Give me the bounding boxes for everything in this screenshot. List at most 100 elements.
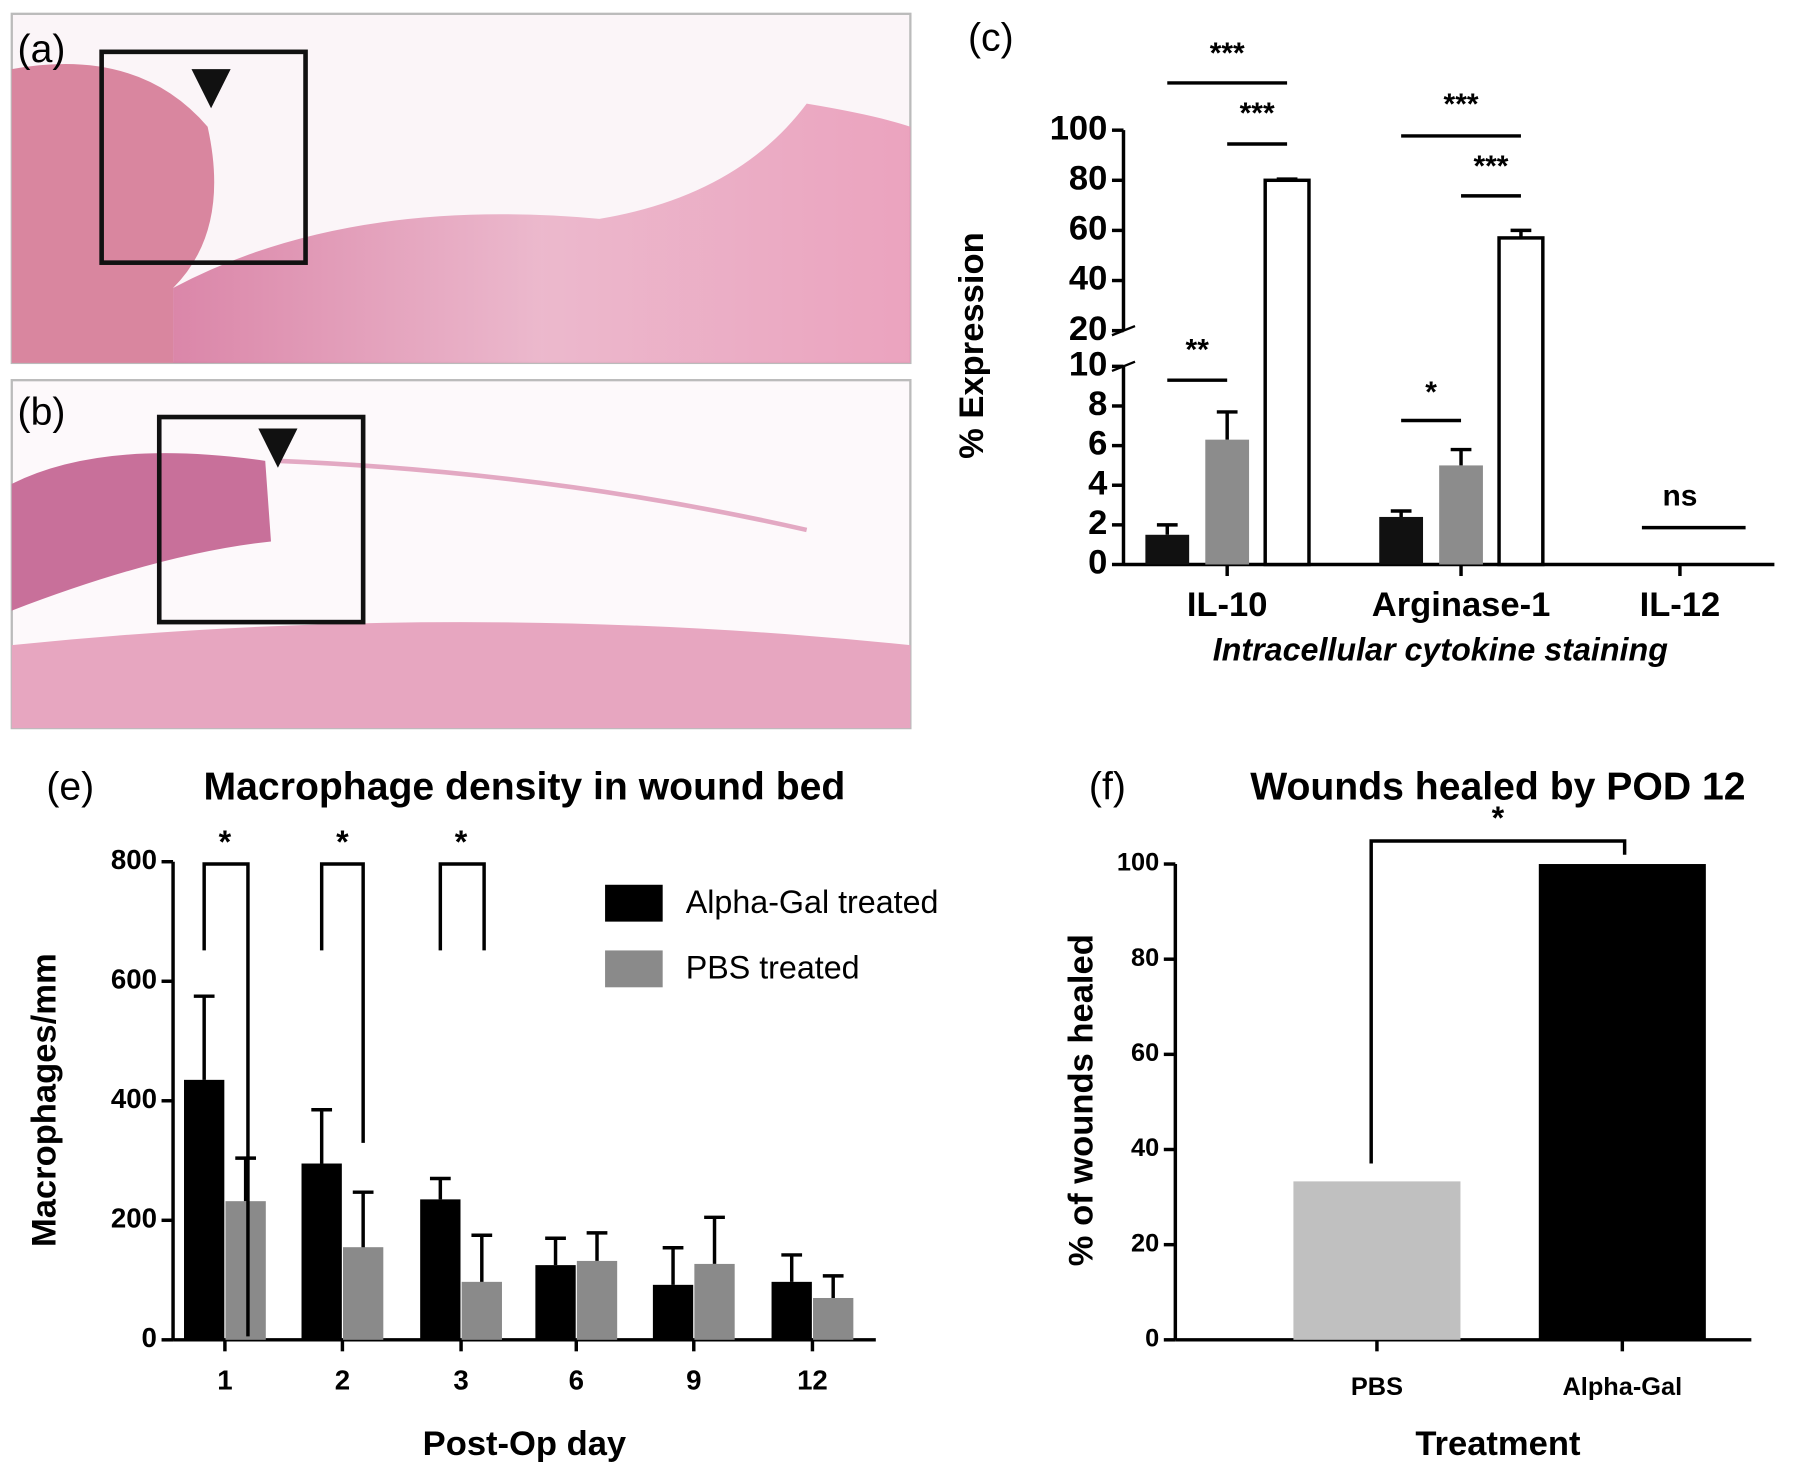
x-tick-label: Arginase-1 [1372, 586, 1551, 624]
y-tick-label: 40 [1069, 260, 1107, 298]
y-tick-label: 10 [1069, 345, 1107, 383]
y-tick-label: 200 [111, 1203, 157, 1234]
bar [461, 1281, 502, 1340]
x-axis-label: Intracellular cytokine staining [1213, 632, 1669, 668]
bar [1538, 864, 1706, 1340]
significance-label: *** [1240, 97, 1275, 130]
bar [1497, 236, 1545, 567]
error-bar [586, 1231, 608, 1261]
error-bar [781, 1253, 803, 1282]
significance-label: * [1492, 800, 1505, 836]
significance-label: * [455, 824, 468, 860]
error-bar [704, 1215, 725, 1264]
x-tick-label: 3 [453, 1365, 468, 1396]
bar [694, 1263, 735, 1340]
image-a: (a) [10, 12, 912, 365]
bar [1145, 534, 1190, 565]
legend-label: Alpha-Gal treated [686, 884, 939, 920]
x-tick-label: 9 [686, 1365, 701, 1396]
y-tick-label: 100 [1117, 849, 1159, 877]
bar [1379, 516, 1424, 565]
significance-bracket [319, 862, 365, 1143]
y-tick-label: 80 [1069, 159, 1107, 197]
significance-label: * [336, 824, 349, 860]
bar [576, 1260, 618, 1340]
y-axis-label: % of wounds healed [1062, 934, 1100, 1266]
x-tick-label: PBS [1351, 1373, 1403, 1401]
error-bar [822, 1274, 844, 1298]
chart-title: Wounds healed by POD 12 [1250, 765, 1745, 808]
error-bar [1216, 410, 1238, 440]
y-axis-label: % Expression [953, 232, 991, 459]
x-tick-label: IL-10 [1187, 586, 1268, 624]
significance-bracket [202, 862, 250, 1337]
error-bar [662, 1246, 684, 1285]
legend-swatch [605, 950, 663, 988]
y-tick-label: 20 [1069, 310, 1107, 348]
error-bar [1450, 447, 1472, 466]
error-bar [1510, 228, 1532, 238]
error-bar [235, 1156, 257, 1202]
bar [1205, 439, 1250, 565]
x-tick-label: 1 [217, 1365, 232, 1396]
y-tick-label: 400 [111, 1083, 157, 1114]
y-tick-label: 0 [142, 1322, 157, 1353]
panel-label: (b) [18, 391, 66, 434]
panel-label: (f) [1089, 765, 1126, 808]
bar [225, 1201, 266, 1340]
y-tick-label: 0 [1088, 544, 1107, 582]
x-tick-label: IL-12 [1640, 586, 1721, 624]
error-bar [429, 1176, 451, 1200]
panel-label: (e) [46, 765, 94, 808]
error-bar [1276, 177, 1298, 181]
x-tick-label: 2 [335, 1365, 350, 1396]
y-tick-label: 40 [1131, 1134, 1159, 1162]
bar [771, 1281, 812, 1340]
y-tick-label: 80 [1131, 944, 1159, 972]
error-bar [545, 1236, 566, 1266]
significance-bracket [1369, 839, 1627, 1164]
error-bar [352, 1190, 374, 1248]
error-bar [471, 1233, 493, 1282]
x-axis-label: Post-Op day [423, 1425, 627, 1463]
bar [1293, 1181, 1461, 1340]
significance-label: *** [1474, 150, 1509, 183]
significance-label: * [219, 824, 232, 860]
panel-label: (c) [968, 17, 1014, 60]
y-axis-label: Macrophages/mm [25, 953, 63, 1247]
bar [535, 1265, 576, 1340]
significance-label: *** [1444, 88, 1479, 121]
significance-label: *** [1210, 37, 1245, 70]
y-tick-label: 100 [1050, 109, 1108, 147]
y-tick-label: 4 [1088, 464, 1108, 502]
image-b: (b) [10, 379, 912, 730]
bar [1439, 465, 1483, 565]
y-tick-label: 0 [1145, 1325, 1159, 1353]
y-tick-label: 20 [1131, 1229, 1159, 1257]
bar [1263, 178, 1311, 567]
y-tick-label: 800 [111, 844, 157, 875]
significance-bracket [438, 862, 486, 951]
bar [184, 1079, 225, 1340]
legend-label: PBS treated [686, 950, 860, 986]
y-tick-label: 8 [1088, 385, 1107, 423]
error-bar [311, 1108, 333, 1164]
y-tick-label: 60 [1131, 1039, 1159, 1067]
x-tick-label: 6 [569, 1365, 584, 1396]
bar [342, 1247, 384, 1340]
x-tick-label: 12 [797, 1365, 828, 1396]
bar [301, 1163, 342, 1340]
bar [420, 1199, 461, 1340]
error-bar [193, 994, 215, 1080]
significance-label: ns [1662, 480, 1697, 513]
significance-label: ** [1186, 333, 1210, 366]
legend-swatch [605, 884, 663, 922]
x-axis-label: Treatment [1415, 1425, 1581, 1463]
error-bar [1156, 523, 1178, 535]
y-tick-label: 6 [1088, 425, 1107, 463]
bar [652, 1284, 694, 1340]
panel-label: (a) [18, 28, 66, 71]
error-bar [1390, 509, 1412, 517]
y-tick-label: 60 [1069, 210, 1107, 248]
